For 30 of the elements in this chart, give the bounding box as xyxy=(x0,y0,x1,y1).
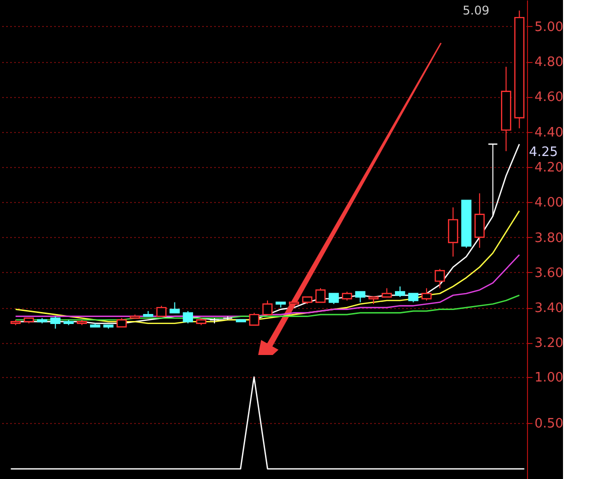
y-tick-label: 3.80 xyxy=(534,230,564,246)
y-tick-label: 4.80 xyxy=(534,55,564,70)
candlestick xyxy=(170,302,180,314)
line-series xyxy=(14,254,520,317)
candlestick xyxy=(474,192,485,248)
candlestick xyxy=(355,291,366,303)
candlestick xyxy=(315,288,326,303)
y-tick-label: 3.60 xyxy=(534,266,564,281)
candlestick xyxy=(448,206,458,258)
y-tick-label: 3.40 xyxy=(534,301,564,316)
y-tick-label: 4.20 xyxy=(534,160,564,176)
y-tick-label: 4.60 xyxy=(534,90,564,106)
candlestick xyxy=(182,310,194,324)
y-tick-label: 3.20 xyxy=(534,336,564,352)
candlestick xyxy=(262,300,273,316)
candlestick xyxy=(156,305,167,317)
y-tick-label: 4.40 xyxy=(534,125,564,140)
text: 4.25 xyxy=(529,145,558,160)
candlestick xyxy=(434,268,445,289)
candlestick xyxy=(394,286,406,298)
line-series xyxy=(14,210,520,324)
y-tick-label: 0.50 xyxy=(534,416,564,432)
y-tick-label: 4.00 xyxy=(534,196,564,211)
candlestick xyxy=(421,288,432,302)
candlestick xyxy=(328,292,339,305)
candlestick xyxy=(50,316,60,330)
y-tick-label: 5.00 xyxy=(534,20,564,35)
y-tick-label: 1.00 xyxy=(534,370,564,386)
annotation: 5.09 xyxy=(462,4,490,18)
candlestick xyxy=(249,312,260,326)
